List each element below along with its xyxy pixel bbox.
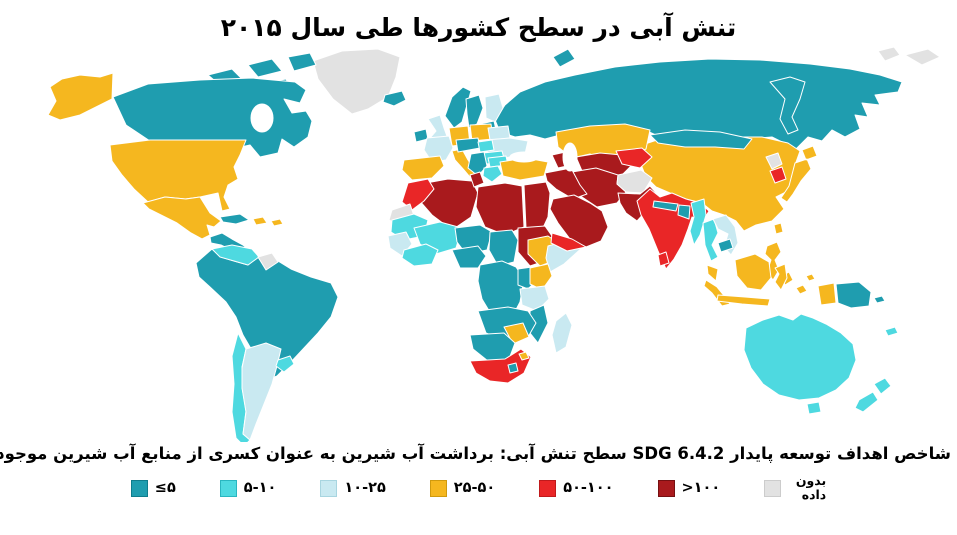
region-lesotho <box>507 362 519 374</box>
region-venezuela <box>211 244 260 266</box>
legend-item-le5: ≤۵ <box>130 479 176 497</box>
legend-label: ≤۵ <box>154 480 176 497</box>
legend-swatch-50-100 <box>539 479 557 497</box>
region-mongolia <box>649 129 753 150</box>
region-niger <box>454 224 493 255</box>
legend-swatch-10-25 <box>320 479 338 497</box>
region-iceland <box>382 90 407 107</box>
legend-swatch-gt100 <box>657 479 675 497</box>
region-australia <box>743 313 857 401</box>
region-west-papua <box>817 282 837 306</box>
region-spain <box>401 155 445 181</box>
caspian-sea <box>562 142 578 172</box>
legend-swatch-5-10 <box>219 479 237 497</box>
region-papua-new-guinea <box>835 281 872 309</box>
region-north-korea <box>765 152 783 170</box>
region-uruguay <box>275 355 295 373</box>
region-balkans <box>467 151 488 177</box>
region-nepal <box>652 200 679 212</box>
region-ireland <box>413 128 429 143</box>
region-guianas <box>257 252 279 271</box>
region-caribbean <box>252 216 284 227</box>
region-solomon-islands <box>873 295 886 304</box>
region-nigeria <box>451 245 487 269</box>
legend-label: >۱۰۰ <box>681 480 721 497</box>
region-argentina <box>241 342 282 441</box>
region-kenya <box>529 263 553 291</box>
region-cuba <box>219 213 250 225</box>
legend-item-10-25: ۱۰-۲۵ <box>320 479 386 497</box>
legend-item-gt100: >۱۰۰ <box>657 479 721 497</box>
legend-label: ۵-۱۰ <box>243 480 277 497</box>
region-china <box>635 136 803 232</box>
region-japan <box>780 145 818 203</box>
legend-label: ۲۵-۵۰ <box>453 480 496 497</box>
region-taiwan <box>773 222 784 235</box>
region-mexico <box>142 196 222 240</box>
region-south-africa <box>469 348 532 384</box>
legend-swatch-no-data <box>764 479 782 497</box>
chart-title: تنش آبی در سطح کشورها طی سال ۲۰۱۵ <box>220 13 737 42</box>
region-guinea-coast <box>401 243 439 267</box>
region-france <box>423 135 454 163</box>
region-alaska <box>47 72 114 121</box>
region-india <box>636 188 710 270</box>
region-swaziland <box>518 351 530 361</box>
world-map <box>47 46 941 442</box>
region-greece <box>482 165 503 183</box>
legend-item-no-data: بدون داده <box>764 473 827 503</box>
region-hungary <box>477 139 495 153</box>
region-new-caledonia <box>884 326 899 337</box>
legend-label: بدون داده <box>795 473 827 503</box>
region-madagascar <box>551 312 573 354</box>
region-south-korea <box>769 166 787 184</box>
legend: ≤۵ ۵-۱۰ ۱۰-۲۵ ۲۵-۵۰ ۵۰-۱۰۰ >۱۰۰ بدون داد… <box>0 473 957 503</box>
world-map-container <box>0 44 957 442</box>
region-egypt <box>523 181 551 231</box>
black-sea <box>509 151 539 163</box>
region-arctic-islands <box>877 46 941 66</box>
legend-item-50-100: ۵۰-۱۰۰ <box>539 479 614 497</box>
region-usa <box>109 139 247 212</box>
region-sulawesi <box>774 263 788 291</box>
region-yemen <box>550 232 587 252</box>
region-arabian-peninsula <box>549 194 609 248</box>
region-java <box>716 294 771 307</box>
region-maluku <box>795 273 816 295</box>
hudson-bay <box>250 103 274 133</box>
region-tunisia <box>469 171 485 188</box>
figure-caption: شاخص اهداف توسعه پایدار SDG 6.4.2 سطح تن… <box>0 444 951 463</box>
legend-swatch-25-50 <box>429 479 447 497</box>
legend-swatch-le5 <box>130 479 148 497</box>
region-greenland <box>312 48 401 115</box>
region-kyrgyz-tajik <box>615 147 653 169</box>
region-chad <box>488 229 519 267</box>
region-borneo <box>734 253 772 291</box>
legend-label: ۵۰-۱۰۰ <box>563 480 614 497</box>
region-sweden <box>465 94 484 129</box>
legend-label: ۱۰-۲۵ <box>344 480 386 497</box>
region-cambodia <box>717 238 734 253</box>
region-myanmar <box>689 198 707 246</box>
region-morocco <box>401 178 435 211</box>
legend-item-25-50: ۲۵-۵۰ <box>429 479 496 497</box>
region-iraq-syria <box>544 167 588 200</box>
region-libya <box>475 182 525 236</box>
region-sri-lanka <box>657 251 670 267</box>
region-new-zealand <box>854 377 892 413</box>
region-finland <box>484 93 504 123</box>
legend-item-5-10: ۵-۱۰ <box>219 479 277 497</box>
region-malaysia <box>706 264 719 282</box>
region-bangladesh <box>677 204 691 220</box>
region-tasmania <box>806 401 822 415</box>
region-central-europe <box>455 137 481 153</box>
